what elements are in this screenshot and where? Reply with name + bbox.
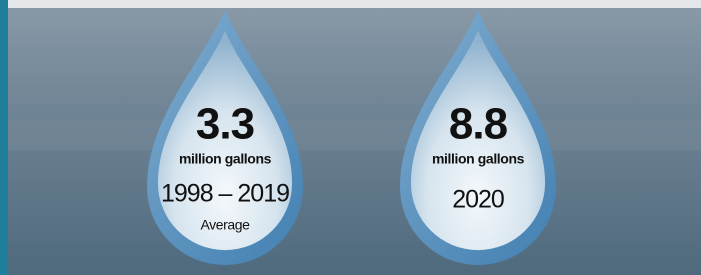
drop-note: Average — [200, 217, 250, 233]
top-strip — [0, 0, 701, 8]
water-reflection — [0, 120, 701, 150]
drop-period: 1998 – 2019 — [161, 180, 289, 208]
infographic: 3.3 million gallons 1998 – 2019 Average … — [0, 0, 701, 275]
drop-unit: million gallons — [179, 151, 272, 167]
drop-value: 3.3 — [196, 100, 254, 149]
drop-period: 2020 — [452, 186, 504, 214]
drop-unit: million gallons — [432, 151, 525, 167]
drop-value: 8.8 — [449, 100, 508, 149]
left-border — [0, 0, 8, 275]
